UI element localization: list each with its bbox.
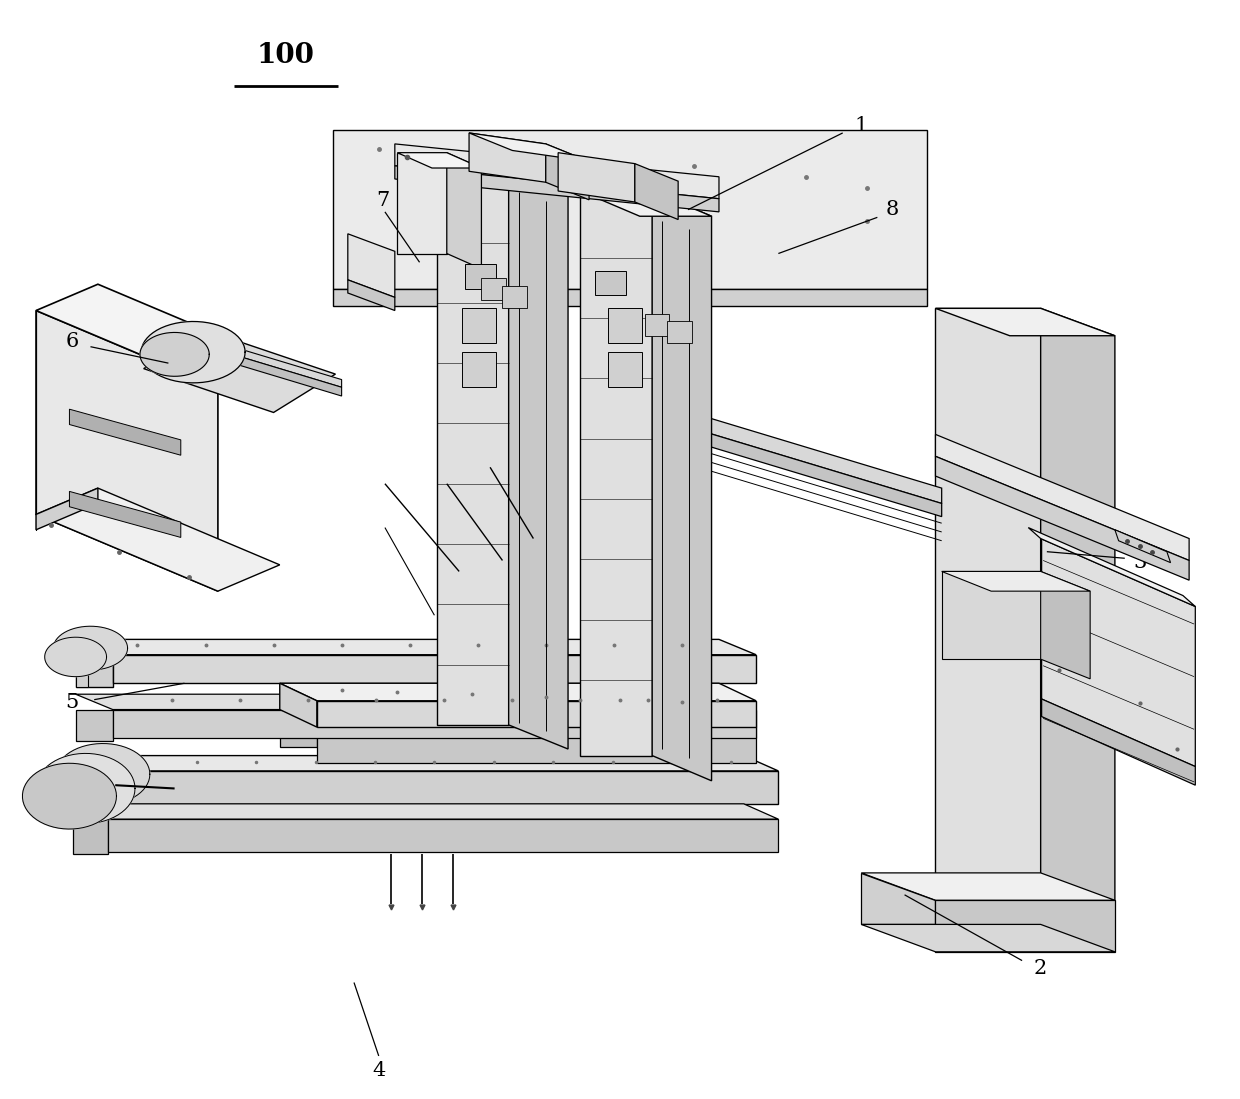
Polygon shape — [144, 331, 336, 412]
Text: 6: 6 — [66, 332, 78, 351]
Text: 5: 5 — [66, 693, 78, 712]
Polygon shape — [222, 351, 342, 396]
Polygon shape — [1040, 571, 1090, 679]
Polygon shape — [69, 491, 181, 537]
Polygon shape — [347, 234, 394, 298]
Polygon shape — [76, 710, 113, 742]
Polygon shape — [76, 640, 756, 655]
Polygon shape — [645, 314, 670, 335]
Polygon shape — [580, 191, 712, 217]
Text: 1: 1 — [854, 115, 868, 135]
Polygon shape — [280, 684, 317, 728]
Polygon shape — [935, 309, 1115, 335]
Polygon shape — [76, 695, 756, 710]
Polygon shape — [56, 744, 150, 804]
Polygon shape — [280, 710, 317, 747]
Polygon shape — [608, 309, 642, 343]
Polygon shape — [608, 352, 642, 387]
Polygon shape — [334, 289, 926, 307]
Polygon shape — [546, 144, 589, 200]
Polygon shape — [317, 701, 756, 728]
Polygon shape — [36, 488, 280, 591]
Polygon shape — [76, 640, 88, 687]
Polygon shape — [347, 280, 394, 311]
Polygon shape — [69, 409, 181, 455]
Polygon shape — [436, 160, 508, 725]
Text: 2: 2 — [1034, 958, 1048, 978]
Polygon shape — [45, 637, 107, 677]
Polygon shape — [469, 133, 546, 182]
Polygon shape — [108, 770, 779, 803]
Polygon shape — [73, 803, 779, 819]
Polygon shape — [1115, 530, 1171, 563]
Polygon shape — [1040, 539, 1195, 766]
Polygon shape — [558, 153, 635, 202]
Polygon shape — [935, 309, 1040, 906]
Polygon shape — [652, 191, 712, 780]
Text: 7: 7 — [376, 191, 389, 210]
Polygon shape — [36, 754, 135, 823]
Polygon shape — [280, 710, 756, 728]
Polygon shape — [461, 352, 496, 387]
Polygon shape — [608, 387, 941, 503]
Polygon shape — [580, 191, 652, 756]
Polygon shape — [469, 133, 589, 162]
Polygon shape — [1028, 528, 1195, 607]
Polygon shape — [394, 144, 719, 199]
Polygon shape — [862, 924, 1115, 952]
Polygon shape — [481, 278, 506, 300]
Polygon shape — [862, 873, 935, 924]
Polygon shape — [635, 164, 678, 220]
Polygon shape — [935, 434, 1189, 560]
Polygon shape — [141, 322, 246, 382]
Polygon shape — [941, 571, 1040, 659]
Text: 100: 100 — [257, 42, 315, 69]
Polygon shape — [36, 311, 218, 591]
Polygon shape — [935, 900, 1115, 952]
Polygon shape — [73, 819, 108, 854]
Polygon shape — [595, 271, 626, 296]
Polygon shape — [36, 285, 280, 387]
Polygon shape — [508, 160, 568, 750]
Polygon shape — [1040, 309, 1115, 933]
Polygon shape — [667, 322, 692, 343]
Polygon shape — [36, 488, 98, 530]
Polygon shape — [108, 819, 779, 852]
Polygon shape — [73, 756, 779, 770]
Polygon shape — [608, 402, 941, 517]
Text: 4: 4 — [372, 1061, 386, 1079]
Polygon shape — [73, 770, 108, 807]
Polygon shape — [862, 873, 1115, 900]
Text: 8: 8 — [885, 200, 899, 219]
Polygon shape — [317, 728, 756, 764]
Polygon shape — [461, 309, 496, 343]
Text: 3: 3 — [1133, 553, 1146, 573]
Polygon shape — [53, 626, 128, 670]
Polygon shape — [941, 571, 1090, 591]
Polygon shape — [140, 333, 210, 376]
Polygon shape — [1040, 699, 1195, 785]
Polygon shape — [113, 655, 756, 684]
Polygon shape — [394, 166, 719, 212]
Polygon shape — [397, 153, 446, 254]
Polygon shape — [334, 130, 926, 289]
Polygon shape — [502, 287, 527, 309]
Polygon shape — [113, 710, 756, 739]
Polygon shape — [280, 684, 756, 701]
Polygon shape — [436, 160, 568, 186]
Polygon shape — [222, 343, 342, 387]
Polygon shape — [465, 265, 496, 289]
Polygon shape — [446, 153, 481, 269]
Polygon shape — [76, 655, 113, 687]
Polygon shape — [397, 153, 481, 168]
Polygon shape — [935, 456, 1189, 580]
Polygon shape — [22, 764, 117, 829]
